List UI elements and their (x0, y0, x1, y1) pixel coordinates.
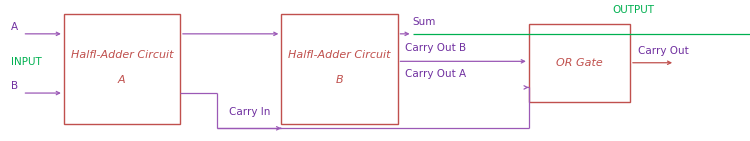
Text: Carry In: Carry In (229, 107, 270, 117)
Text: OR Gate: OR Gate (556, 58, 603, 68)
Text: B: B (11, 81, 18, 91)
Bar (529, 24, 630, 102)
Bar (281, 14, 398, 124)
Text: Sum: Sum (413, 17, 436, 27)
Text: INPUT: INPUT (11, 57, 42, 67)
Text: Carry Out: Carry Out (638, 46, 688, 56)
Bar (64, 14, 180, 124)
Text: HalfI-Adder Circuit: HalfI-Adder Circuit (288, 50, 391, 60)
Text: HalfI-Adder Circuit: HalfI-Adder Circuit (70, 50, 173, 60)
Text: OUTPUT: OUTPUT (613, 5, 655, 15)
Text: Carry Out B: Carry Out B (405, 43, 466, 53)
Text: A: A (118, 75, 126, 85)
Text: B: B (335, 75, 344, 85)
Text: Carry Out A: Carry Out A (405, 69, 466, 79)
Text: A: A (11, 22, 18, 32)
